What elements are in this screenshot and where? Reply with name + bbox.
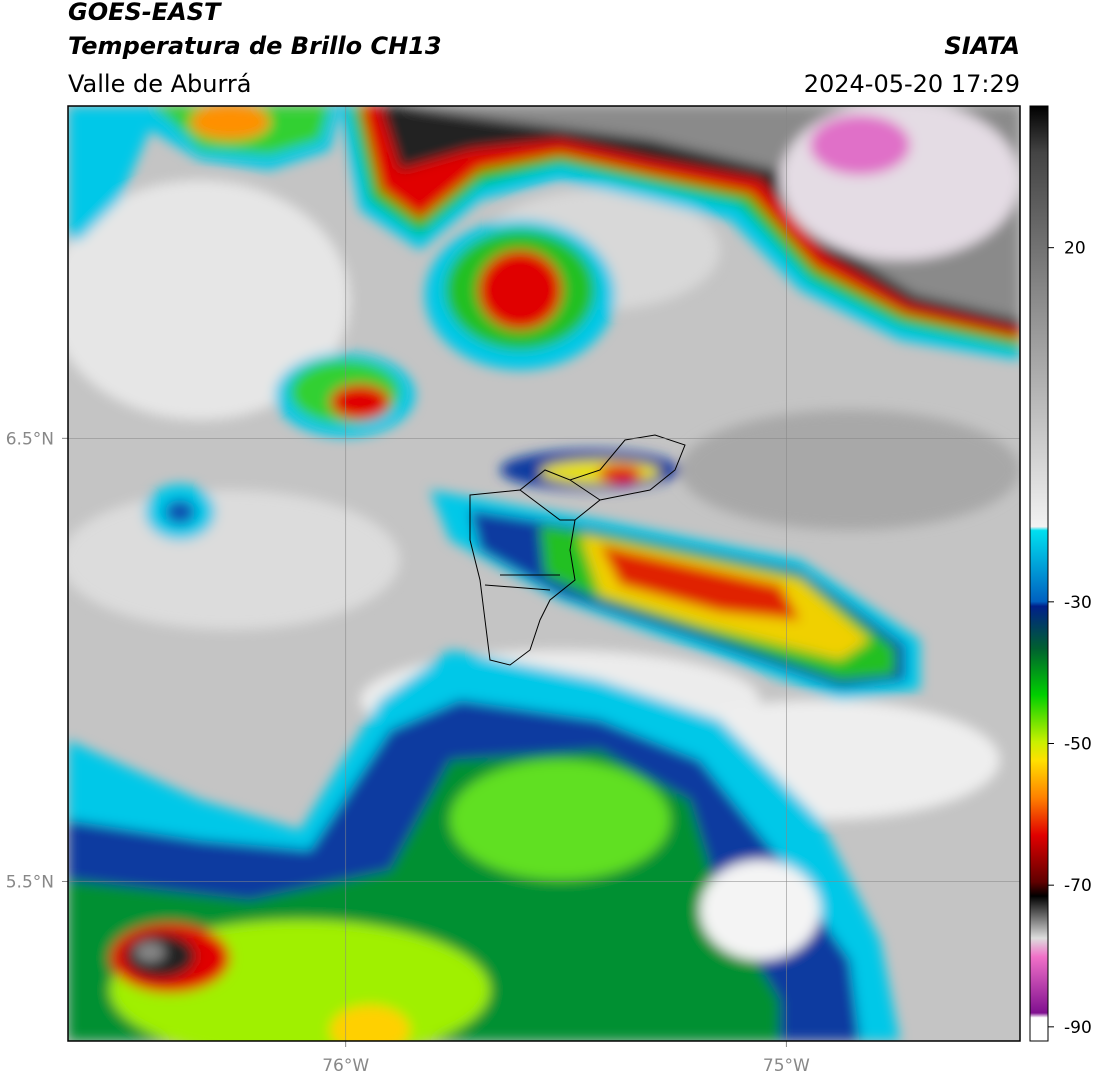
y-tick-label: 5.5°N [6,872,54,892]
x-tick-label: 76°W [322,1056,369,1076]
source: SIATA [944,32,1020,60]
colorbar-ticks: 20 -30 -50 -70 -90 [1048,239,1092,1038]
region: Valle de Aburrá [68,70,252,98]
colorbar [1029,105,1049,1042]
map-frame [67,105,1021,1042]
colorbar-tick-label: -30 [1064,593,1092,613]
colorbar-tick-label: -50 [1064,735,1092,755]
colorbar-tick-label: -70 [1064,876,1092,896]
graticule: 76°W 75°W 6.5°N 5.5°N [6,106,1020,1076]
x-tick-label: 75°W [763,1056,810,1076]
y-tick-label: 6.5°N [6,429,54,449]
satellite-image [68,106,1020,1041]
colorbar-tick-label: 20 [1064,239,1086,259]
timestamp: 2024-05-20 17:29 [804,70,1020,98]
colorbar-tick-label: -90 [1064,1018,1092,1038]
subtitle: Temperatura de Brillo CH13 [68,32,442,60]
title: GOES-EAST [68,0,222,26]
